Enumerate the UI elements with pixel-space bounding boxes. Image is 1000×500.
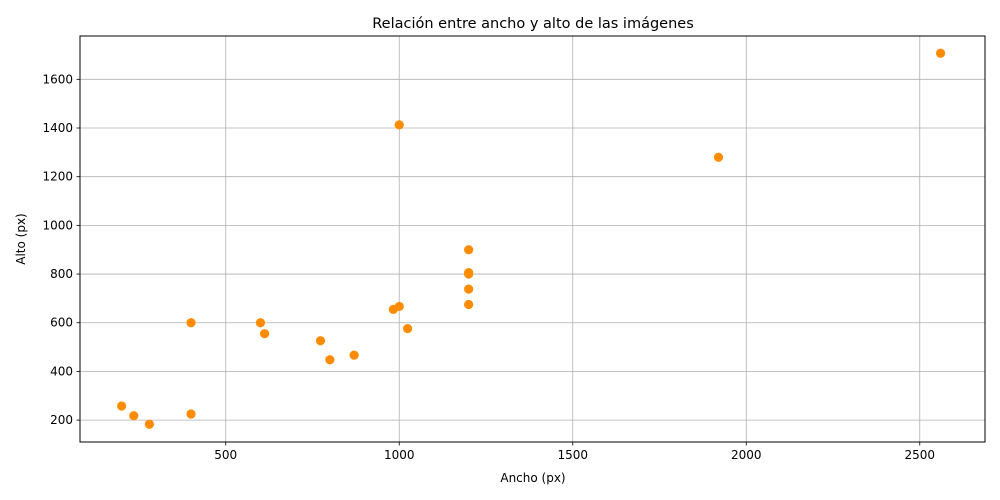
scatter-point xyxy=(325,355,335,365)
scatter-point xyxy=(464,267,474,278)
scatter-point xyxy=(464,284,474,294)
y-tick-label: 1400 xyxy=(42,121,73,135)
y-tick-label: 1000 xyxy=(42,218,73,232)
y-tick-label: 1200 xyxy=(42,170,73,184)
x-axis-title: Ancho (px) xyxy=(500,471,565,485)
scatter-point xyxy=(402,323,413,334)
y-tick-label: 200 xyxy=(50,413,73,427)
x-tick-label: 2500 xyxy=(904,448,935,462)
scatter-point xyxy=(394,301,404,312)
y-axis-title: Alto (px) xyxy=(14,213,28,265)
y-tick-label: 600 xyxy=(50,316,73,330)
scatter-point xyxy=(255,318,266,328)
scatter-point xyxy=(144,419,155,429)
scatter-point xyxy=(349,350,359,360)
y-tick-label: 1600 xyxy=(42,72,73,86)
grid-lines xyxy=(80,36,985,442)
axis-ticks: 500 1000 1500 2000 2500 200 400 600 800 1000 1200 1… xyxy=(42,72,935,462)
scatter-point xyxy=(713,152,724,162)
chart-title: Relación entre ancho y alto de las imáge… xyxy=(372,16,694,32)
scatter-point xyxy=(186,318,196,328)
scatter-point xyxy=(117,401,127,411)
data-points xyxy=(117,48,946,429)
x-tick-label: 1000 xyxy=(384,448,415,462)
y-tick-label: 400 xyxy=(50,364,73,378)
scatter-point xyxy=(186,409,196,419)
scatter-point xyxy=(129,411,139,421)
scatter-point xyxy=(464,299,474,310)
scatter-point xyxy=(260,329,270,339)
scatter-point xyxy=(464,245,474,255)
y-tick-label: 800 xyxy=(50,267,73,281)
scatter-point xyxy=(935,48,946,58)
x-tick-label: 2000 xyxy=(731,448,762,462)
scatter-point xyxy=(394,120,404,130)
x-tick-label: 1500 xyxy=(557,448,588,462)
plot-area-frame xyxy=(79,35,986,443)
scatter-point xyxy=(315,336,326,346)
x-tick-label: 500 xyxy=(214,448,237,462)
